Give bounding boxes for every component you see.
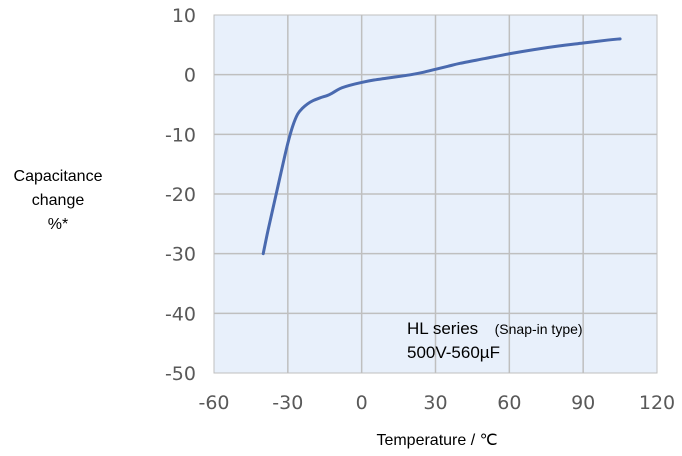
gridlines [214,15,657,373]
y-tick-label: 0 [184,65,196,87]
annotation-series-name: HL series [407,319,478,338]
y-tick-label: -10 [165,124,196,146]
y-tick-label: -30 [165,244,196,266]
x-tick-label: 0 [356,392,368,414]
x-tick-label: 60 [497,392,521,414]
y-tick-labels: 10 0 -10 -20 -30 -40 -50 [165,5,196,385]
y-tick-label: 10 [172,5,196,27]
x-tick-label: -60 [198,392,229,414]
y-axis-label-line-2: change [32,192,85,209]
y-tick-label: -40 [165,303,196,325]
annotation-series-type: (Snap-in type) [495,321,583,337]
annotation-line-1: HL series (Snap-in type) [407,319,583,338]
y-tick-label: -20 [165,184,196,206]
y-axis-label-line-3: %* [48,216,68,233]
x-tick-label: 120 [639,392,675,414]
x-tick-labels: -60 -30 0 30 60 90 120 [198,392,675,414]
x-tick-label: 30 [423,392,447,414]
x-tick-label: -30 [272,392,303,414]
y-tick-label: -50 [165,363,196,385]
x-tick-label: 90 [571,392,595,414]
series-line [261,37,622,256]
x-axis-label: Temperature / ℃ [376,432,497,449]
annotation-line-2: 500V-560µF [407,343,500,362]
y-axis-label-line-1: Capacitance [14,168,103,185]
